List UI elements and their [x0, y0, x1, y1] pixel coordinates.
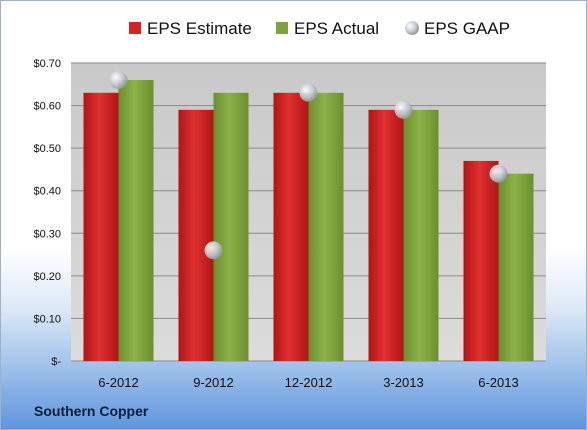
company-name: Southern Copper [34, 403, 149, 419]
x-tick-label: 9-2012 [193, 375, 233, 390]
bar-eps-estimate [368, 109, 404, 361]
bar-eps-actual [403, 109, 439, 361]
legend-label: EPS Estimate [147, 19, 252, 38]
legend-label: EPS GAAP [424, 19, 510, 38]
y-tick-label: $0.40 [33, 186, 61, 198]
bar-eps-estimate [178, 109, 214, 361]
y-tick-label: $0.10 [33, 313, 61, 325]
bars [83, 80, 534, 362]
legend: EPS Estimate EPS Actual EPS GAAP [129, 19, 510, 38]
x-tick-label: 12-2012 [285, 375, 333, 390]
legend-swatch [129, 22, 141, 34]
bar-eps-actual [308, 92, 344, 362]
x-tick-label: 6-2012 [98, 375, 138, 390]
y-tick-label: $0.50 [33, 143, 61, 155]
gaap-markers [109, 71, 508, 260]
gaap-marker [109, 71, 128, 90]
y-tick-label: $0.60 [33, 101, 61, 113]
legend-swatch [276, 22, 288, 34]
bar-eps-estimate [83, 92, 119, 362]
gaap-marker [394, 100, 413, 119]
x-tick-label: 6-2013 [478, 375, 518, 390]
y-tick-label: $0.70 [33, 58, 61, 70]
y-tick-label: $0.20 [33, 271, 61, 283]
x-tick-label: 3-2013 [383, 375, 423, 390]
y-tick-label: $- [51, 356, 61, 368]
bar-eps-estimate [273, 92, 309, 362]
bar-eps-actual [213, 92, 249, 362]
gaap-marker [299, 83, 318, 102]
y-axis: $- $0.10 $0.20 $0.30 $0.40 $0.50 $0.60 $0.70 [33, 58, 61, 368]
bar-eps-estimate [463, 160, 499, 361]
bar-eps-actual [118, 80, 154, 362]
legend-label: EPS Actual [294, 19, 379, 38]
gaap-marker [204, 241, 223, 260]
x-axis: 6-2012 9-2012 12-2012 3-2013 6-2013 [98, 375, 518, 390]
y-tick-label: $0.30 [33, 228, 61, 240]
bar-eps-actual [498, 173, 534, 361]
gaap-marker [489, 164, 508, 183]
legend-marker [405, 21, 419, 35]
